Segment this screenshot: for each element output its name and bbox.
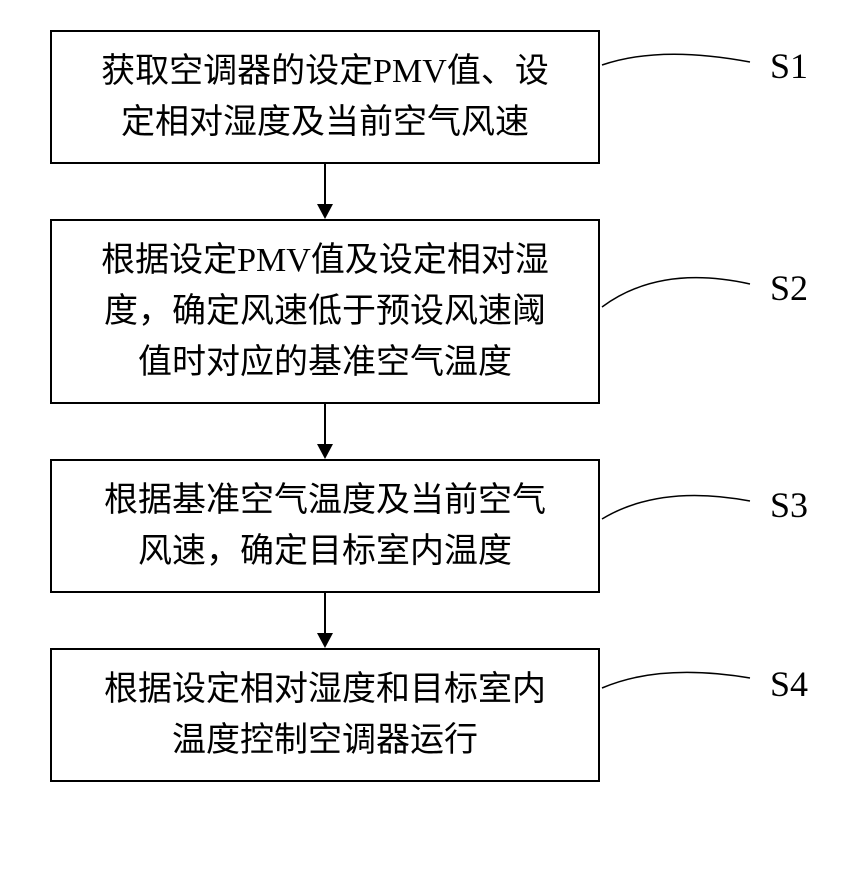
- label-connector-s4: [600, 658, 760, 718]
- flowchart-container: 获取空调器的设定PMV值、设 定相对湿度及当前空气风速 S1 根据设定PMV值及…: [50, 30, 600, 782]
- step-box-s1: 获取空调器的设定PMV值、设 定相对湿度及当前空气风速: [50, 30, 600, 164]
- step-box-s4: 根据设定相对湿度和目标室内 温度控制空调器运行: [50, 648, 600, 782]
- arrow-s3-s4: [310, 593, 340, 648]
- step-s1-line-1: 定相对湿度及当前空气风速: [121, 97, 529, 148]
- label-connector-s1: [600, 40, 760, 100]
- step-box-s3: 根据基准空气温度及当前空气 风速，确定目标室内温度: [50, 459, 600, 593]
- step-label-s4: S4: [770, 663, 808, 705]
- step-s4-line-0: 根据设定相对湿度和目标室内: [104, 664, 546, 715]
- step-row-s3: 根据基准空气温度及当前空气 风速，确定目标室内温度 S3: [50, 459, 600, 593]
- label-connector-s3: [600, 479, 760, 549]
- step-row-s4: 根据设定相对湿度和目标室内 温度控制空调器运行 S4: [50, 648, 600, 782]
- arrow-down-icon: [310, 164, 340, 219]
- arrow-s1-s2: [310, 164, 340, 219]
- step-row-s1: 获取空调器的设定PMV值、设 定相对湿度及当前空气风速 S1: [50, 30, 600, 164]
- step-s2-line-0: 根据设定PMV值及设定相对湿: [101, 235, 549, 286]
- step-s1-line-0: 获取空调器的设定PMV值、设: [101, 46, 549, 97]
- step-row-s2: 根据设定PMV值及设定相对湿 度，确定风速低于预设风速阈 值时对应的基准空气温度…: [50, 219, 600, 404]
- step-label-s3: S3: [770, 484, 808, 526]
- arrow-s2-s3: [310, 404, 340, 459]
- step-label-s2: S2: [770, 267, 808, 309]
- step-s3-line-0: 根据基准空气温度及当前空气: [104, 475, 546, 526]
- arrow-down-icon: [310, 404, 340, 459]
- arrow-down-icon: [310, 593, 340, 648]
- step-box-s2: 根据设定PMV值及设定相对湿 度，确定风速低于预设风速阈 值时对应的基准空气温度: [50, 219, 600, 404]
- label-connector-s2: [600, 259, 760, 339]
- step-s2-line-2: 值时对应的基准空气温度: [138, 337, 512, 388]
- step-s4-line-1: 温度控制空调器运行: [172, 715, 478, 766]
- step-s2-line-1: 度，确定风速低于预设风速阈: [104, 286, 546, 337]
- step-label-s1: S1: [770, 45, 808, 87]
- step-s3-line-1: 风速，确定目标室内温度: [138, 526, 512, 577]
